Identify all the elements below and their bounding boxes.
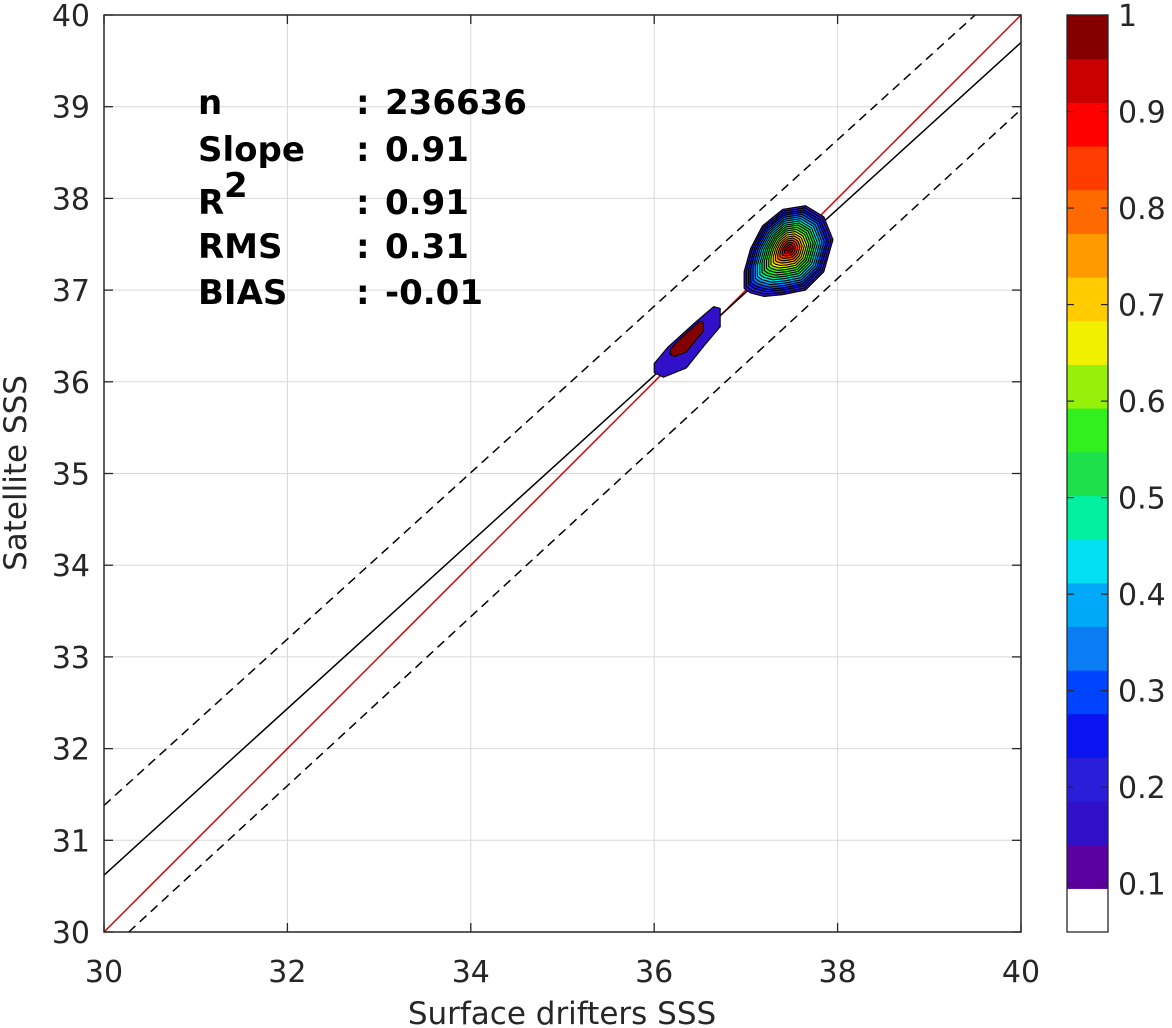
colorbar-segment bbox=[1067, 408, 1108, 453]
y-tick-label: 32 bbox=[52, 733, 90, 768]
x-tick-label: 40 bbox=[1002, 955, 1040, 990]
colorbar-segment bbox=[1067, 451, 1108, 496]
colorbar-segment bbox=[1067, 539, 1108, 584]
identity-line bbox=[104, 15, 1021, 932]
x-axis: 30 32 34 36 38 40 bbox=[85, 15, 1040, 990]
x-axis-label: Surface drifters SSS bbox=[408, 996, 716, 1028]
stat-row: Slope:0.91 bbox=[198, 130, 469, 170]
y-tick-label: 38 bbox=[52, 182, 90, 217]
colorbar-segment bbox=[1067, 888, 1108, 933]
colorbar-segment bbox=[1067, 582, 1108, 627]
colorbar-tick-label: 0.5 bbox=[1118, 482, 1166, 517]
y-axis-label: Satellite SSS bbox=[0, 375, 34, 571]
reference-lines bbox=[104, 15, 1021, 932]
stat-label: BIAS bbox=[198, 273, 287, 313]
stat-value: 236636 bbox=[385, 83, 527, 123]
stat-separator: : bbox=[356, 273, 370, 313]
colorbar-segment bbox=[1067, 364, 1108, 409]
y-tick-label: 31 bbox=[52, 824, 90, 859]
stat-row: BIAS: -0.01 bbox=[198, 273, 483, 313]
colorbar-segment bbox=[1067, 146, 1108, 191]
stat-label: RMS bbox=[198, 227, 283, 267]
y-tick-label: 39 bbox=[52, 91, 90, 126]
stat-label: R bbox=[198, 183, 224, 223]
y-tick-label: 37 bbox=[52, 274, 90, 309]
grid bbox=[103, 14, 1022, 933]
colorbar-tick-label: 0.6 bbox=[1118, 385, 1166, 420]
colorbar-segment bbox=[1067, 495, 1108, 540]
colorbar-tick-label: 0.1 bbox=[1118, 868, 1166, 903]
colorbar-segment bbox=[1067, 58, 1108, 103]
lower-bound-line bbox=[128, 108, 1021, 932]
colorbar-segment bbox=[1067, 844, 1108, 889]
y-tick-label: 33 bbox=[52, 641, 90, 676]
stat-separator: : bbox=[356, 227, 370, 267]
colorbar-tick-label: 0.4 bbox=[1118, 578, 1166, 613]
stat-separator: : bbox=[356, 83, 370, 123]
colorbar-segment bbox=[1067, 801, 1108, 846]
colorbar: 0.1 0.2 0.3 0.4 0.5 0.6 0.7 0.8 0.9 1 bbox=[1066, 0, 1166, 933]
colorbar-segment bbox=[1067, 670, 1108, 715]
colorbar-tick-label: 0.7 bbox=[1118, 289, 1166, 324]
stat-value: 0.31 bbox=[385, 227, 469, 267]
secondary-cluster-contour bbox=[669, 320, 704, 358]
colorbar-segment bbox=[1067, 15, 1108, 60]
stat-label: Slope bbox=[198, 130, 305, 170]
density-contours bbox=[653, 205, 834, 378]
colorbar-frame bbox=[1066, 14, 1109, 933]
colorbar-segment bbox=[1067, 757, 1108, 802]
stat-superscript: 2 bbox=[224, 166, 248, 206]
colorbar-tick-label: 1 bbox=[1118, 0, 1137, 34]
stat-separator: : bbox=[356, 130, 370, 170]
y-tick-label: 30 bbox=[52, 916, 90, 951]
stat-value: 0.91 bbox=[385, 130, 469, 170]
y-axis: 30 31 32 33 34 35 36 37 38 39 40 bbox=[52, 0, 1021, 951]
stat-value: -0.01 bbox=[385, 273, 483, 313]
x-tick-label: 32 bbox=[268, 955, 306, 990]
upper-bound-line bbox=[104, 15, 976, 807]
colorbar-segment bbox=[1067, 102, 1108, 147]
y-tick-label: 36 bbox=[52, 366, 90, 401]
colorbar-segment bbox=[1067, 277, 1108, 322]
stat-label: n bbox=[198, 83, 222, 123]
y-tick-label: 34 bbox=[52, 549, 90, 584]
stat-row: RMS:0.31 bbox=[198, 227, 469, 267]
stat-row: n:236636 bbox=[198, 83, 527, 123]
y-tick-label: 40 bbox=[52, 0, 90, 34]
colorbar-segment bbox=[1067, 189, 1108, 234]
x-tick-label: 36 bbox=[635, 955, 673, 990]
stat-row: R 2:0.91 bbox=[198, 166, 469, 223]
colorbar-tick-label: 0.8 bbox=[1118, 192, 1166, 227]
x-tick-label: 38 bbox=[819, 955, 857, 990]
stat-value: 0.91 bbox=[385, 183, 469, 223]
y-tick-label: 35 bbox=[52, 458, 90, 493]
stat-separator: : bbox=[356, 183, 370, 223]
colorbar-segment bbox=[1067, 626, 1108, 671]
colorbar-tick-label: 0.9 bbox=[1118, 96, 1166, 131]
colorbar-segment bbox=[1067, 233, 1108, 278]
regression-line bbox=[104, 41, 1021, 876]
colorbar-segment bbox=[1067, 713, 1108, 758]
colorbar-tick-label: 0.3 bbox=[1118, 675, 1166, 710]
colorbar-tick-label: 0.2 bbox=[1118, 771, 1166, 806]
colorbar-segment bbox=[1067, 320, 1108, 365]
main-cluster-contour bbox=[786, 246, 792, 252]
x-tick-label: 34 bbox=[452, 955, 490, 990]
x-tick-label: 30 bbox=[85, 955, 123, 990]
